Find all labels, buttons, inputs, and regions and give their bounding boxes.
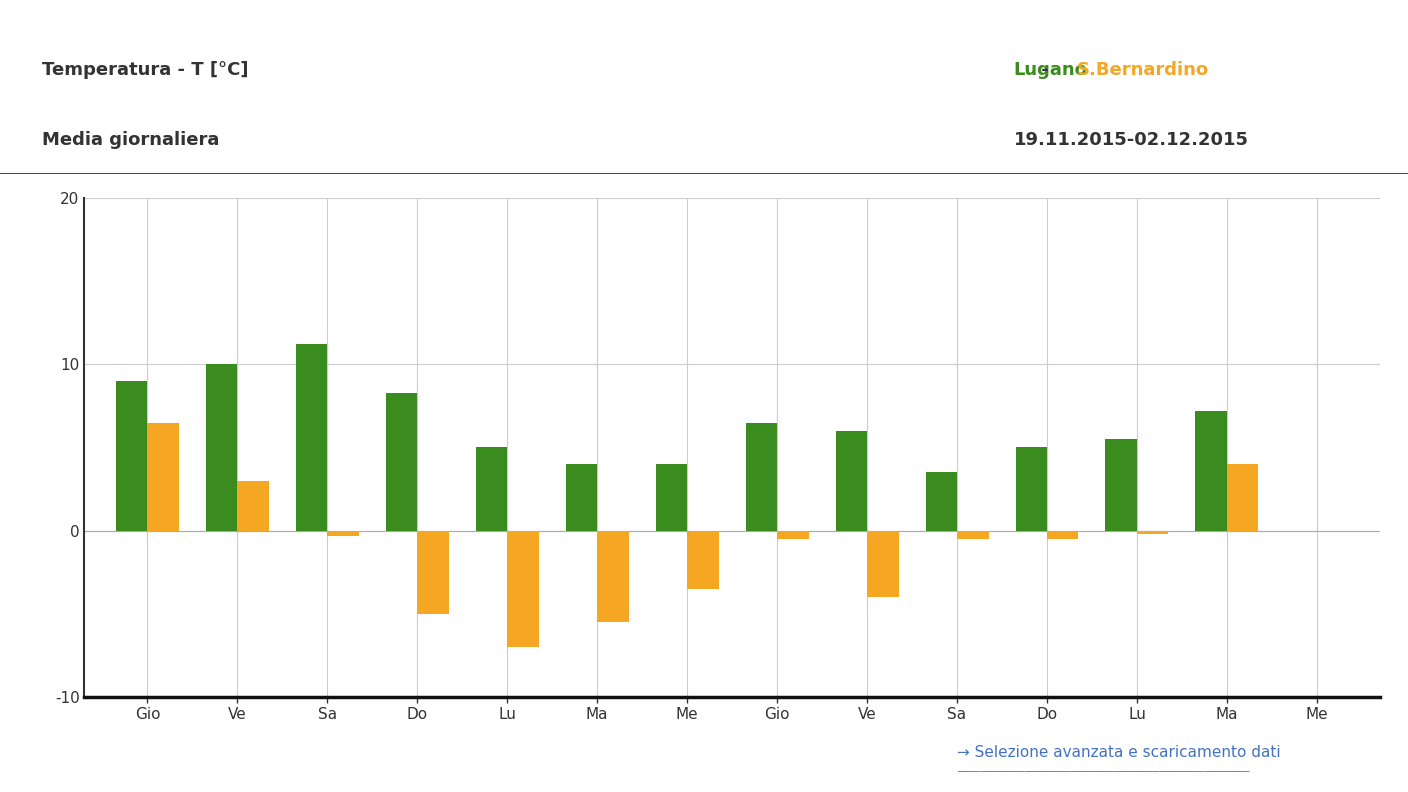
Bar	[476, 447, 507, 531]
Bar	[1048, 531, 1079, 539]
Bar	[507, 531, 539, 647]
Bar	[1195, 411, 1226, 531]
Bar	[206, 364, 238, 531]
Bar	[777, 531, 808, 539]
Text: Lugano: Lugano	[1014, 61, 1087, 79]
Bar	[327, 531, 359, 535]
Bar	[835, 431, 867, 531]
Bar	[1015, 447, 1048, 531]
Bar	[1226, 464, 1259, 531]
Bar	[566, 464, 597, 531]
Bar	[867, 531, 898, 597]
Bar	[386, 393, 417, 531]
Bar	[957, 531, 988, 539]
Text: Temperatura - T [°C]: Temperatura - T [°C]	[42, 61, 249, 79]
Bar	[417, 531, 449, 614]
Bar	[925, 472, 957, 531]
Bar	[115, 381, 148, 531]
Text: -: -	[1035, 61, 1055, 79]
Text: 19.11.2015-02.12.2015: 19.11.2015-02.12.2015	[1014, 131, 1249, 149]
Text: Media giornaliera: Media giornaliera	[42, 131, 220, 149]
Bar	[1138, 531, 1169, 534]
Bar	[656, 464, 687, 531]
Bar	[1105, 439, 1136, 531]
Bar	[597, 531, 629, 623]
Text: ____________________________________________________: ________________________________________…	[957, 762, 1250, 772]
Bar	[687, 531, 718, 588]
Text: S.Bernardino: S.Bernardino	[1077, 61, 1209, 79]
Bar	[148, 422, 179, 531]
Text: → Selezione avanzata e scaricamento dati: → Selezione avanzata e scaricamento dati	[957, 745, 1281, 760]
Bar	[746, 422, 777, 531]
Bar	[238, 481, 269, 531]
Bar	[296, 345, 327, 531]
